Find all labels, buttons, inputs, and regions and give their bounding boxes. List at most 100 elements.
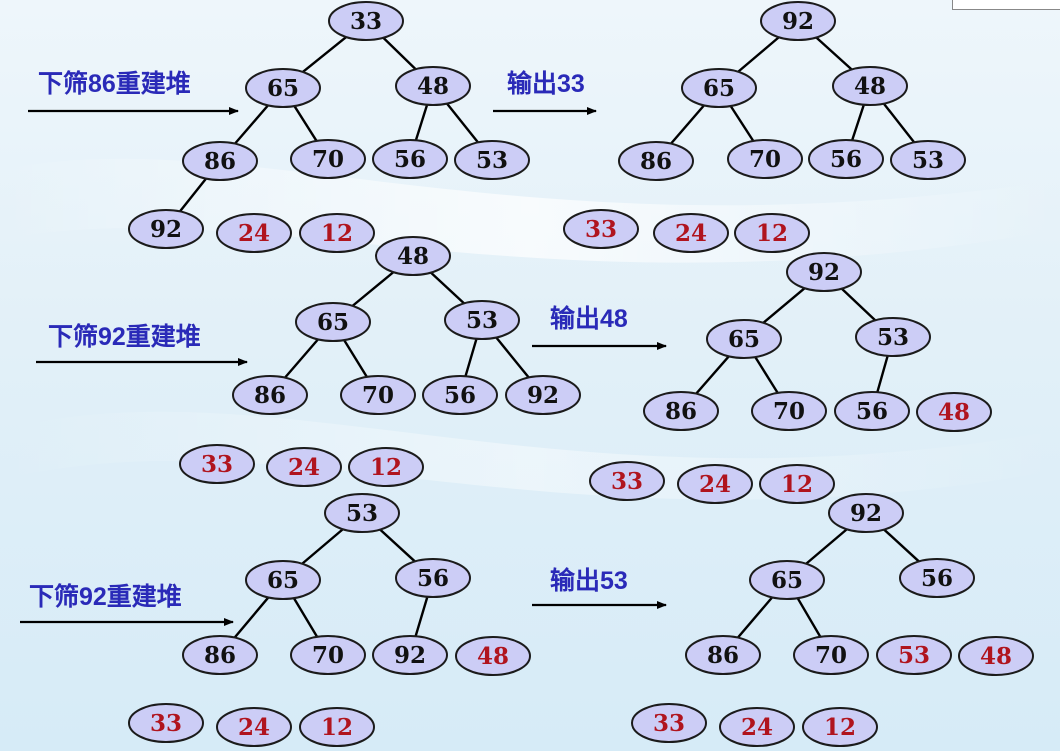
node-value: 48 bbox=[938, 399, 970, 426]
tree-edge bbox=[351, 271, 395, 307]
sorted-node: 24 bbox=[216, 213, 292, 253]
node-value: 56 bbox=[394, 146, 426, 173]
heap-node: 65 bbox=[245, 560, 321, 600]
node-value: 12 bbox=[756, 220, 788, 247]
node-ellipse bbox=[760, 1, 836, 41]
heap-node: 92 bbox=[372, 635, 448, 675]
tree-edge bbox=[737, 36, 780, 73]
heap-panel-6: 输出53 92 65 56 86 70 53 48 33 24 12 bbox=[532, 493, 1034, 747]
heap-node: 92 bbox=[786, 252, 862, 292]
node-value: 56 bbox=[417, 565, 449, 592]
node-ellipse bbox=[232, 375, 308, 415]
node-ellipse bbox=[128, 703, 204, 743]
tree-edge bbox=[796, 597, 822, 638]
sorted-node: 48 bbox=[958, 636, 1034, 676]
node-ellipse bbox=[727, 139, 803, 179]
node-value: 53 bbox=[877, 324, 909, 351]
step-caption: 下筛92重建堆 bbox=[29, 582, 182, 611]
node-ellipse bbox=[182, 141, 258, 181]
node-value: 12 bbox=[321, 220, 353, 247]
node-ellipse bbox=[324, 493, 400, 533]
node-value: 65 bbox=[771, 567, 803, 594]
node-value: 92 bbox=[527, 382, 559, 409]
heap-node: 56 bbox=[899, 558, 975, 598]
node-ellipse bbox=[395, 66, 471, 106]
heap-node: 53 bbox=[324, 493, 400, 533]
node-ellipse bbox=[677, 464, 753, 504]
node-value: 92 bbox=[394, 642, 426, 669]
node-value: 86 bbox=[204, 642, 236, 669]
sorted-node: 33 bbox=[589, 461, 665, 501]
heap-node: 70 bbox=[290, 635, 366, 675]
node-value: 86 bbox=[204, 148, 236, 175]
node-value: 33 bbox=[150, 710, 182, 737]
tree-edge bbox=[762, 287, 806, 324]
node-value: 65 bbox=[267, 567, 299, 594]
sorted-node: 48 bbox=[916, 392, 992, 432]
node-ellipse bbox=[563, 209, 639, 249]
sorted-node: 12 bbox=[759, 464, 835, 504]
step-caption: 下筛92重建堆 bbox=[48, 322, 201, 351]
node-value: 92 bbox=[150, 216, 182, 243]
node-value: 70 bbox=[312, 146, 344, 173]
node-ellipse bbox=[505, 375, 581, 415]
node-ellipse bbox=[828, 493, 904, 533]
node-ellipse bbox=[455, 636, 531, 676]
node-ellipse bbox=[295, 302, 371, 342]
node-ellipse bbox=[793, 635, 869, 675]
node-ellipse bbox=[706, 319, 782, 359]
tree-edge bbox=[430, 271, 465, 305]
node-ellipse bbox=[444, 300, 520, 340]
heap-node: 92 bbox=[828, 493, 904, 533]
node-value: 24 bbox=[675, 220, 707, 247]
step-caption: 输出53 bbox=[550, 566, 628, 595]
tree-edge bbox=[670, 104, 705, 145]
tree-edge bbox=[302, 36, 347, 73]
node-ellipse bbox=[855, 317, 931, 357]
node-value: 92 bbox=[782, 8, 814, 35]
heap-node: 70 bbox=[793, 635, 869, 675]
node-value: 33 bbox=[585, 216, 617, 243]
sorted-node: 33 bbox=[179, 444, 255, 484]
step-caption: 输出33 bbox=[507, 69, 585, 98]
corner-badge bbox=[952, 0, 1060, 10]
tree-edge bbox=[284, 338, 319, 379]
node-value: 65 bbox=[728, 326, 760, 353]
heap-node: 56 bbox=[395, 558, 471, 598]
node-value: 33 bbox=[611, 468, 643, 495]
node-ellipse bbox=[266, 447, 342, 487]
tree-edge bbox=[414, 104, 429, 141]
tree-edge bbox=[382, 36, 417, 71]
tree-edge bbox=[464, 338, 478, 377]
heap-node: 53 bbox=[454, 140, 530, 180]
sorted-node: 24 bbox=[216, 707, 292, 747]
tree-edge bbox=[495, 336, 530, 379]
node-value: 53 bbox=[912, 147, 944, 174]
node-value: 48 bbox=[980, 643, 1012, 670]
node-ellipse bbox=[372, 635, 448, 675]
sorted-node: 33 bbox=[631, 703, 707, 743]
node-ellipse bbox=[643, 391, 719, 431]
node-value: 70 bbox=[773, 398, 805, 425]
tree-edge bbox=[805, 528, 848, 565]
heap-node: 92 bbox=[128, 209, 204, 249]
node-value: 24 bbox=[741, 714, 773, 741]
node-value: 70 bbox=[749, 146, 781, 173]
heap-panel-2: 输出33 92 65 48 86 70 56 53 33 24 12 bbox=[493, 1, 966, 253]
heap-node: 65 bbox=[681, 68, 757, 108]
tree-edge bbox=[301, 528, 344, 565]
tree-edge bbox=[234, 104, 269, 145]
node-ellipse bbox=[786, 252, 862, 292]
tree-edge bbox=[882, 102, 916, 144]
tree-edge bbox=[736, 596, 774, 639]
sorted-node: 24 bbox=[719, 707, 795, 747]
heap-panel-4: 输出48 92 65 53 86 70 56 48 33 24 12 bbox=[532, 252, 992, 504]
node-value: 53 bbox=[346, 500, 378, 527]
node-value: 86 bbox=[707, 642, 739, 669]
node-value: 56 bbox=[444, 382, 476, 409]
node-value: 92 bbox=[808, 259, 840, 286]
heap-panel-5: 下筛92重建堆 53 65 56 86 70 92 48 33 24 12 bbox=[20, 493, 531, 747]
tree-edge bbox=[446, 102, 479, 144]
node-value: 33 bbox=[201, 451, 233, 478]
